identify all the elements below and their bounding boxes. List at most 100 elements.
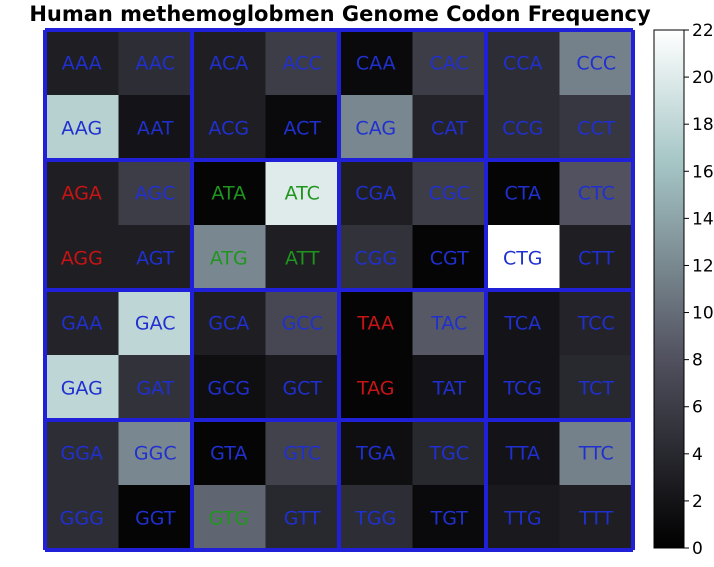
codon-label-cgc: CGC	[429, 183, 470, 205]
heatmap-cell-ctc	[559, 160, 633, 225]
codon-label-acg: ACG	[208, 118, 249, 140]
codon-label-ata: ATA	[211, 183, 246, 205]
heatmap-cell-ttc	[559, 420, 633, 485]
heatmap-cell-caa	[339, 30, 413, 95]
codon-label-gct: GCT	[282, 378, 322, 400]
codon-label-aga: AGA	[62, 183, 102, 205]
codon-label-gtt: GTT	[284, 508, 321, 530]
heatmap-cell-ttt	[559, 485, 633, 550]
codon-label-gat: GAT	[136, 378, 174, 400]
heatmap-cell-gat	[118, 355, 192, 420]
heatmap-cell-gcc	[265, 290, 339, 355]
heatmap-cell-tac	[412, 290, 486, 355]
codon-label-ttt: TTT	[578, 508, 614, 530]
heatmap-cell-aca	[192, 30, 266, 95]
heatmap-cell-cat	[412, 95, 486, 160]
codon-label-cgt: CGT	[430, 248, 469, 270]
heatmap-cell-att	[265, 225, 339, 290]
heatmap-cell-ggt	[118, 485, 192, 550]
heatmap-cell-cta	[486, 160, 560, 225]
colorbar-tick-label: 6	[692, 398, 703, 418]
codon-label-aca: ACA	[209, 53, 248, 75]
heatmap-cell-tcc	[559, 290, 633, 355]
heatmap-cell-act	[265, 95, 339, 160]
codon-label-agt: AGT	[136, 248, 175, 270]
codon-label-tca: TCA	[503, 313, 541, 335]
heatmap-cell-gtg	[192, 485, 266, 550]
heatmap-cell-aat	[118, 95, 192, 160]
codon-label-tag: TAG	[356, 378, 395, 400]
colorbar-tick-label: 14	[692, 209, 714, 229]
colorbar: 0 2 4 6 8 10 12 14 16 18 20 22	[653, 21, 714, 559]
codon-label-atc: ATC	[285, 183, 320, 205]
heatmap-cell-cca	[486, 30, 560, 95]
heatmap-cell-ctg	[486, 225, 560, 290]
heatmap-cell-agc	[118, 160, 192, 225]
heatmap-cells: AAA AAC ACA ACC CAA CAC CCA CCC AAG AAT ACG ACT CAG C…	[45, 30, 633, 550]
heatmap-cell-ccg	[486, 95, 560, 160]
heatmap-cell-cac	[412, 30, 486, 95]
codon-label-gca: GCA	[208, 313, 249, 335]
codon-label-act: ACT	[283, 118, 321, 140]
codon-label-tgt: TGT	[430, 508, 469, 530]
heatmap-cell-ttg	[486, 485, 560, 550]
colorbar-tick-label: 10	[692, 304, 714, 324]
heatmap-cell-tca	[486, 290, 560, 355]
heatmap-cell-ata	[192, 160, 266, 225]
heatmap-cell-cgt	[412, 225, 486, 290]
heatmap-cell-acg	[192, 95, 266, 160]
codon-label-aac: AAC	[136, 53, 175, 75]
codon-label-ggt: GGT	[135, 508, 176, 530]
codon-label-ggc: GGC	[134, 443, 177, 465]
codon-label-atg: ATG	[210, 248, 248, 270]
colorbar-tick-label: 16	[692, 162, 714, 182]
codon-label-gtg: GTG	[209, 508, 249, 530]
codon-label-gta: GTA	[210, 443, 247, 465]
codon-label-ccg: CCG	[502, 118, 543, 140]
codon-label-aaa: AAA	[62, 53, 102, 75]
colorbar-tick-label: 2	[692, 492, 703, 512]
heatmap-cell-tgc	[412, 420, 486, 485]
codon-label-tat: TAT	[432, 378, 467, 400]
codon-label-cga: CGA	[355, 183, 396, 205]
heatmap-grid-lines	[43, 28, 635, 552]
heatmap-cell-gta	[192, 420, 266, 485]
codon-label-tcc: TCC	[577, 313, 615, 335]
colorbar-tick-label: 20	[692, 68, 714, 88]
heatmap-cell-ggc	[118, 420, 192, 485]
codon-label-cta: CTA	[505, 183, 541, 205]
heatmap-cell-gtt	[265, 485, 339, 550]
heatmap-cell-gag	[45, 355, 119, 420]
heatmap-cell-tta	[486, 420, 560, 485]
codon-label-ctc: CTC	[578, 183, 615, 205]
heatmap-cell-tgg	[339, 485, 413, 550]
colorbar-tick-label: 8	[692, 351, 703, 371]
codon-label-cag: CAG	[355, 118, 396, 140]
heatmap-cell-aag	[45, 95, 119, 160]
codon-label-ctt: CTT	[578, 248, 615, 270]
heatmap-cell-cga	[339, 160, 413, 225]
codon-label-gcc: GCC	[282, 313, 323, 335]
codon-label-tga: TGA	[355, 443, 395, 465]
heatmap-cell-gca	[192, 290, 266, 355]
heatmap-cell-acc	[265, 30, 339, 95]
codon-label-gcg: GCG	[207, 378, 250, 400]
colorbar-tick-label: 4	[692, 445, 703, 465]
heatmap-cell-gac	[118, 290, 192, 355]
heatmap-cell-atg	[192, 225, 266, 290]
heatmap-cell-cag	[339, 95, 413, 160]
heatmap-cell-cgc	[412, 160, 486, 225]
heatmap-cell-tcg	[486, 355, 560, 420]
codon-label-ccc: CCC	[576, 53, 616, 75]
codon-label-gga: GGA	[61, 443, 103, 465]
codon-label-cct: CCT	[577, 118, 616, 140]
codon-label-tgc: TGC	[428, 443, 469, 465]
codon-label-gac: GAC	[135, 313, 176, 335]
heatmap-cell-tag	[339, 355, 413, 420]
heatmap-cell-gcg	[192, 355, 266, 420]
heatmap-cell-gtc	[265, 420, 339, 485]
heatmap-cell-agg	[45, 225, 119, 290]
codon-label-ttc: TTC	[578, 443, 614, 465]
codon-label-aat: AAT	[137, 118, 174, 140]
codon-label-ttg: TTG	[503, 508, 542, 530]
